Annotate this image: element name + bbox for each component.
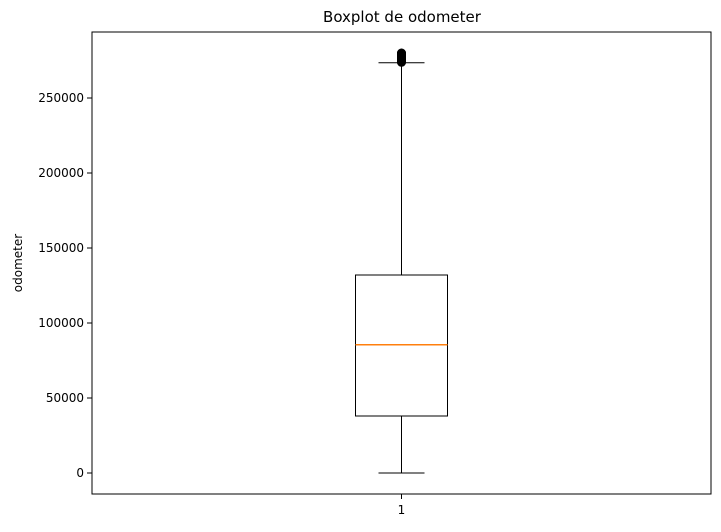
y-tick-label: 150000 <box>38 241 84 255</box>
y-axis: 0 50000 100000 150000 200000 250000 <box>38 91 92 480</box>
x-tick-label: 1 <box>398 503 406 517</box>
boxplot-group <box>355 48 448 474</box>
y-tick-label: 0 <box>76 466 84 480</box>
x-axis: 1 <box>398 494 406 517</box>
y-tick-label: 250000 <box>38 91 84 105</box>
outlier-point <box>397 48 406 58</box>
y-axis-label: odometer <box>11 234 25 292</box>
y-tick-label: 100000 <box>38 316 84 330</box>
y-tick-label: 200000 <box>38 166 84 180</box>
chart-title: Boxplot de odometer <box>323 8 482 26</box>
y-tick-label: 50000 <box>46 391 84 405</box>
